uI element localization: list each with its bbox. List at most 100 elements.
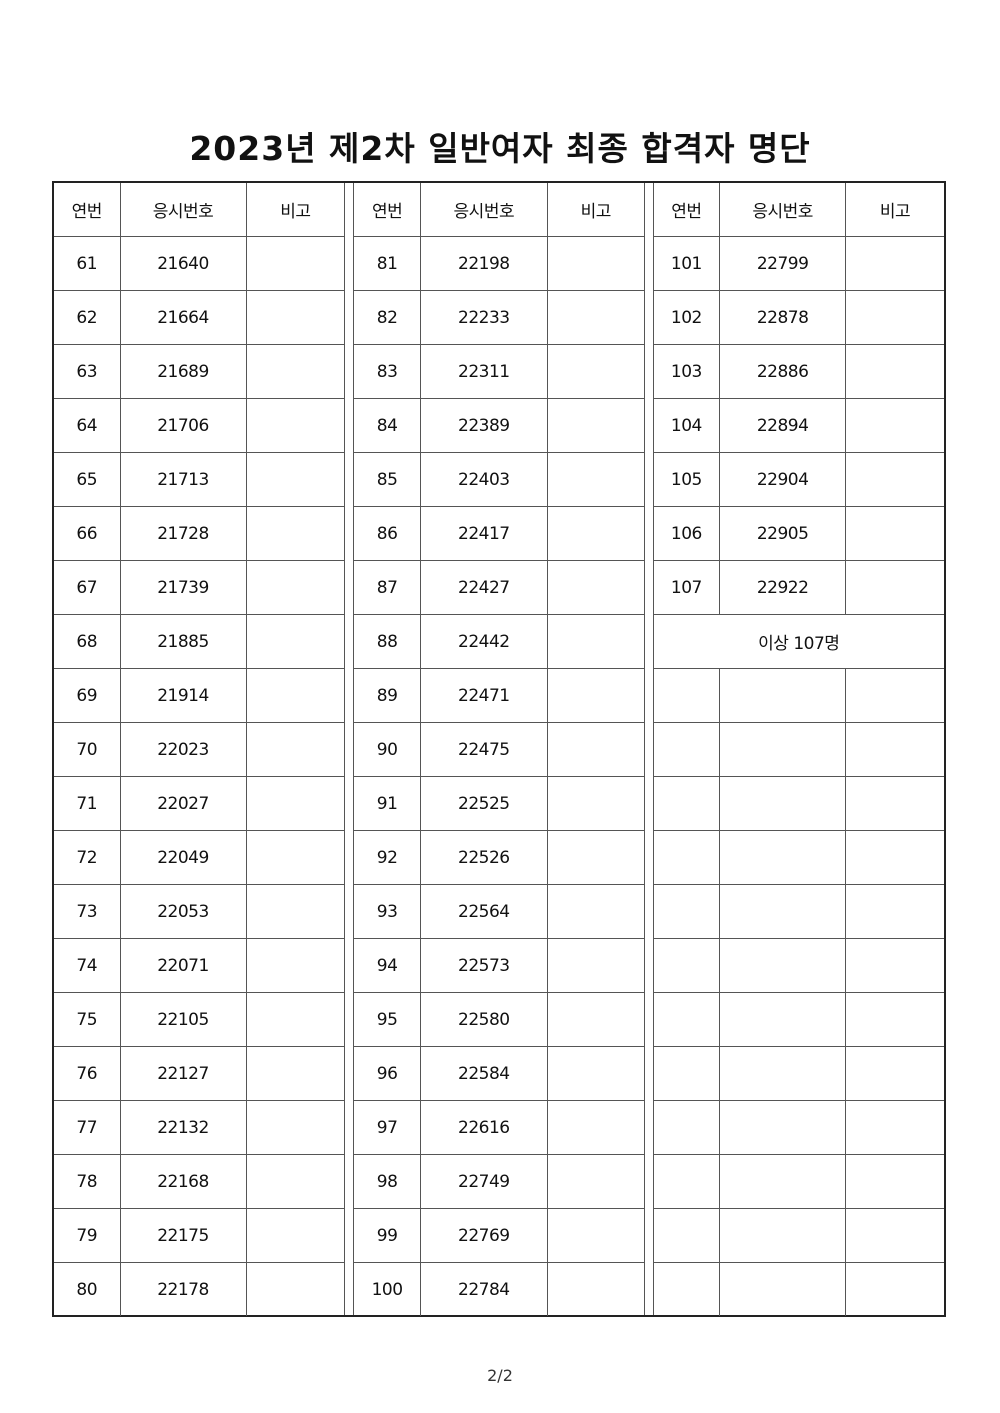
table-row: 86 22417 (354, 506, 644, 561)
table-row: 71 22027 (54, 776, 345, 831)
remarks-cell (546, 1208, 644, 1263)
table-row (653, 1154, 944, 1209)
serial-cell (653, 776, 721, 831)
table-row: 62 21664 (54, 290, 345, 345)
exam-number-cell: 22198 (419, 236, 548, 291)
exam-number-cell: 22027 (119, 776, 247, 831)
header-row: 연번 응시번호 비고 (653, 183, 944, 237)
table-row: 78 22168 (54, 1154, 345, 1209)
serial-cell: 95 (354, 992, 421, 1047)
table-row: 107 22922 (653, 560, 944, 615)
serial-cell: 66 (54, 506, 121, 561)
exam-number-cell: 22580 (419, 992, 548, 1047)
exam-number-cell: 22105 (119, 992, 247, 1047)
exam-number-cell: 21689 (119, 344, 247, 399)
remarks-cell (546, 938, 644, 993)
table-row: 90 22475 (354, 722, 644, 777)
table-row: 80 22178 (54, 1262, 345, 1316)
table-row: 105 22904 (653, 452, 944, 507)
serial-cell: 97 (354, 1100, 421, 1155)
exam-number-cell: 22053 (119, 884, 247, 939)
page-title: 2023년 제2차 일반여자 최종 합격자 명단 (189, 129, 811, 168)
column-divider (643, 183, 654, 1315)
exam-number-cell (719, 1262, 847, 1316)
table-row: 74 22071 (54, 938, 345, 993)
exam-number-cell: 22168 (119, 1154, 247, 1209)
serial-cell: 72 (54, 830, 121, 885)
serial-cell (653, 884, 721, 939)
column-divider (344, 183, 355, 1315)
exam-number-cell (719, 830, 847, 885)
exam-number-cell (719, 938, 847, 993)
table-row (653, 1208, 944, 1263)
exam-number-cell: 22616 (419, 1100, 548, 1155)
remarks-cell (245, 398, 345, 453)
table-row: 88 22442 (354, 614, 644, 669)
serial-header: 연번 (354, 183, 421, 237)
table-row: 102 22878 (653, 290, 944, 345)
table-row (653, 992, 944, 1047)
serial-cell: 75 (54, 992, 121, 1047)
table-row: 66 21728 (54, 506, 345, 561)
serial-cell: 105 (653, 452, 721, 507)
table-row: 84 22389 (354, 398, 644, 453)
exam-number-header: 응시번호 (119, 183, 247, 237)
remarks-cell (245, 614, 345, 669)
exam-number-cell (719, 668, 847, 723)
exam-number-cell: 22878 (719, 290, 847, 345)
remarks-cell (245, 506, 345, 561)
serial-cell: 65 (54, 452, 121, 507)
table-row: 101 22799 (653, 236, 944, 291)
table-row: 61 21640 (54, 236, 345, 291)
remarks-cell (546, 560, 644, 615)
remarks-cell (546, 290, 644, 345)
exam-number-cell (719, 722, 847, 777)
serial-cell (653, 1262, 721, 1316)
serial-cell: 92 (354, 830, 421, 885)
table-row: 95 22580 (354, 992, 644, 1047)
exam-number-cell: 22023 (119, 722, 247, 777)
table-row: 92 22526 (354, 830, 644, 885)
exam-number-cell: 22427 (419, 560, 548, 615)
exam-number-cell (719, 1154, 847, 1209)
exam-number-cell: 22311 (419, 344, 548, 399)
exam-number-cell: 22389 (419, 398, 548, 453)
remarks-cell (845, 884, 944, 939)
table-row: 106 22905 (653, 506, 944, 561)
remarks-cell (546, 452, 644, 507)
remarks-cell (845, 1262, 944, 1316)
serial-cell: 62 (54, 290, 121, 345)
remarks-cell (845, 992, 944, 1047)
table-row: 72 22049 (54, 830, 345, 885)
exam-number-cell: 22886 (719, 344, 847, 399)
exam-number-cell: 21914 (119, 668, 247, 723)
table-row: 76 22127 (54, 1046, 345, 1101)
remarks-cell (845, 560, 944, 615)
remarks-cell (546, 776, 644, 831)
remarks-cell (546, 668, 644, 723)
exam-number-cell: 22175 (119, 1208, 247, 1263)
remarks-cell (245, 668, 345, 723)
table-row: 81 22198 (354, 236, 644, 291)
serial-cell: 64 (54, 398, 121, 453)
remarks-cell (546, 1154, 644, 1209)
exam-number-cell: 21713 (119, 452, 247, 507)
remarks-cell (845, 1154, 944, 1209)
remarks-cell (845, 344, 944, 399)
table-row (653, 830, 944, 885)
remarks-cell (245, 830, 345, 885)
exam-number-cell: 22564 (419, 884, 548, 939)
table-row: 96 22584 (354, 1046, 644, 1101)
serial-cell: 71 (54, 776, 121, 831)
table-row: 69 21914 (54, 668, 345, 723)
remarks-cell (845, 1208, 944, 1263)
table-row: 103 22886 (653, 344, 944, 399)
exam-number-cell: 21664 (119, 290, 247, 345)
serial-cell (653, 992, 721, 1047)
exam-number-cell: 22475 (419, 722, 548, 777)
remarks-header: 비고 (546, 183, 644, 237)
remarks-cell (245, 344, 345, 399)
remarks-cell (546, 398, 644, 453)
serial-cell (653, 1154, 721, 1209)
serial-header: 연번 (54, 183, 121, 237)
